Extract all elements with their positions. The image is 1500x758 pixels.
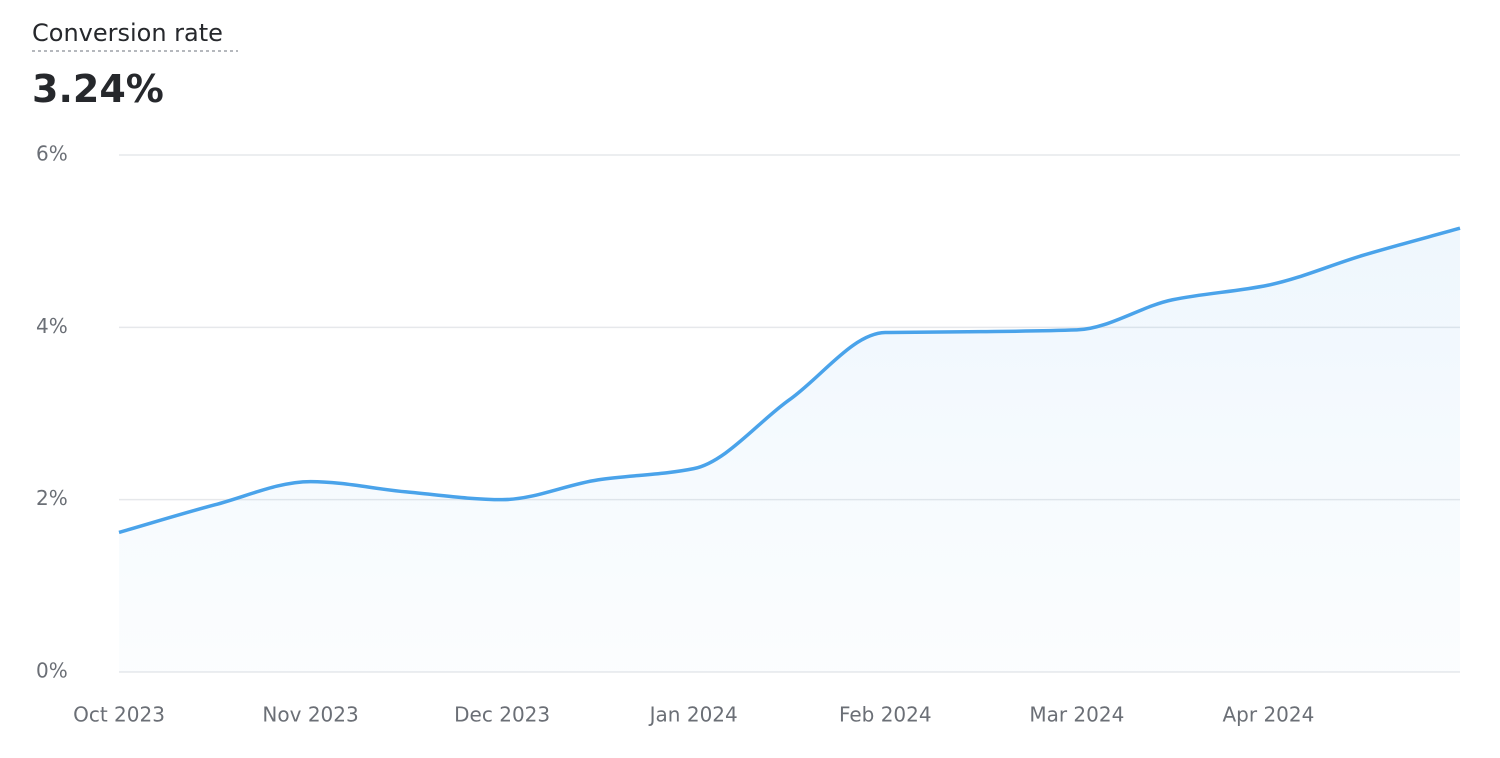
x-tick-label: Oct 2023 (73, 703, 165, 727)
x-tick-label: Jan 2024 (648, 703, 738, 727)
chart-title[interactable]: Conversion rate (32, 19, 223, 47)
y-tick-label: 0% (36, 659, 68, 683)
x-tick-label: Mar 2024 (1029, 703, 1124, 727)
y-tick-label: 2% (36, 486, 68, 510)
x-tick-label: Apr 2024 (1222, 703, 1314, 727)
plot (118, 226, 1461, 672)
grid: 0% 2% 4% 6% Oct 2023 Nov 2023 Dec 2023 Jan 2024… (36, 142, 1460, 727)
y-tick-label: 6% (36, 142, 68, 166)
x-tick-label: Feb 2024 (839, 703, 932, 727)
x-tick-label: Nov 2023 (262, 703, 358, 727)
x-tick-label: Dec 2023 (454, 703, 550, 727)
summary-value: 3.24% (32, 67, 164, 111)
line (118, 226, 1461, 535)
area (119, 228, 1460, 672)
y-tick-label: 4% (36, 314, 68, 338)
